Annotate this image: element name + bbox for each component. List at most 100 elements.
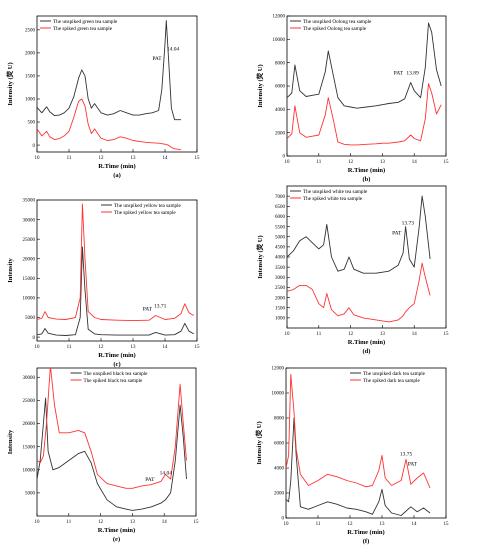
x-axis-title: R.Time (min)	[348, 339, 385, 346]
peak-annotation: 14.04	[167, 47, 180, 53]
series-line-2	[287, 83, 442, 146]
y-tick-label: 35000	[23, 199, 36, 204]
x-tick-label: 12	[348, 522, 354, 527]
series-line-2	[37, 203, 195, 322]
legend-entry: The unspiked black tea sample	[84, 371, 149, 377]
series-line-2	[286, 373, 431, 489]
x-tick-label: 12	[99, 156, 105, 161]
y-tick-label: 12000	[272, 367, 285, 372]
y-tick-label: 20000	[23, 257, 36, 262]
legend-entry: The spiked green tea sample	[53, 26, 113, 32]
x-tick-label: 14	[163, 345, 169, 350]
y-tick-label: 8000	[274, 417, 285, 422]
y-tick-label: 5000	[275, 235, 286, 240]
x-tick-label: 13	[131, 156, 137, 161]
series-line-1	[287, 195, 431, 274]
legend-entry: The spiked yellow tea sample	[114, 210, 176, 216]
y-tick-label: 3000	[275, 276, 286, 281]
y-tick-label: 2000	[274, 492, 285, 497]
series-line-2	[37, 98, 182, 151]
y-tick-label: 20000	[23, 422, 36, 427]
x-tick-label: 10	[285, 160, 291, 165]
y-tick-label: 10000	[23, 468, 36, 473]
plot-frame	[286, 185, 447, 329]
series-line-1	[287, 22, 442, 109]
x-axis-title: R.Time (min)	[348, 167, 385, 174]
x-tick-label: 12	[98, 520, 104, 525]
chart-panel-5: 10 11 12 13 14 15 5000 10000 15000 20000 25000 3000…	[7, 367, 200, 543]
x-tick-label: 11	[316, 522, 321, 527]
x-tick-label: 15	[444, 332, 450, 337]
peak-annotation: PAT	[392, 231, 402, 237]
x-tick-label: 15	[194, 520, 200, 525]
x-tick-label: 14	[162, 520, 168, 525]
y-tick-label: 0	[33, 336, 36, 341]
chart-panel-1: 10 11 12 13 14 15 0 500 1000 1500 2000 2500 R.Time (…	[5, 15, 200, 179]
panel-label: (a)	[113, 172, 121, 179]
x-tick-label: 13	[380, 522, 386, 527]
legend-entry: The spiked white tea sample	[303, 196, 363, 202]
y-tick-label: 12000	[273, 15, 286, 20]
x-axis-title: R.Time (min)	[98, 527, 135, 534]
y-tick-label: 2500	[25, 29, 36, 34]
x-tick-label: 10	[35, 156, 41, 161]
y-tick-label: 4500	[275, 246, 286, 251]
plot-frame	[285, 367, 447, 519]
x-tick-label: 13	[131, 345, 137, 350]
y-tick-label: 7000	[275, 195, 286, 200]
y-tick-label: 1500	[25, 75, 36, 80]
y-tick-label: 0	[33, 144, 36, 149]
y-tick-label: 5000	[25, 316, 36, 321]
y-tick-label: 5000	[25, 492, 36, 497]
y-tick-label: 10000	[272, 392, 285, 397]
series-line-1	[37, 20, 181, 121]
y-axis-title: Intensity (荧 U)	[255, 235, 264, 278]
x-axis-title: R.Time (min)	[98, 352, 135, 359]
x-tick-label: 11	[316, 332, 321, 337]
y-tick-label: 0	[283, 155, 286, 160]
series-line-2	[37, 368, 187, 489]
y-tick-label: 1000	[25, 98, 36, 103]
peak-annotation: 13.75	[400, 452, 413, 458]
x-tick-label: 15	[195, 345, 201, 350]
panel-label: (d)	[363, 348, 371, 355]
y-axis-title: Intensity	[7, 429, 14, 454]
legend-entry: The spiked black tea sample	[84, 378, 143, 384]
x-tick-label: 12	[348, 332, 354, 337]
y-tick-label: 4000	[275, 256, 286, 261]
series-line-2	[287, 262, 431, 323]
x-tick-label: 14	[412, 160, 418, 165]
legend-entry: The spiked Oolong tea sample	[303, 26, 367, 32]
y-tick-label: 1000	[275, 317, 286, 322]
x-tick-label: 14	[412, 332, 418, 337]
y-tick-label: 2000	[275, 296, 286, 301]
chart-panel-6: 10 11 12 13 14 15 0 2000 4000 6000 8000 10000 12000 R…	[254, 367, 449, 545]
x-tick-label: 10	[35, 345, 41, 350]
x-axis-title: R.Time (min)	[347, 529, 384, 536]
y-tick-label: 25000	[23, 238, 36, 243]
peak-annotation: 13.89	[406, 70, 419, 76]
y-tick-label: 15000	[23, 277, 36, 282]
x-tick-label: 11	[316, 160, 321, 165]
panel-label: (f)	[363, 538, 370, 545]
peak-annotation: PAT	[408, 462, 418, 468]
y-axis-title: Intensity (荧 U)	[254, 421, 263, 464]
legend-entry: The spiked dark tea sample	[363, 378, 420, 384]
x-tick-label: 10	[35, 520, 41, 525]
chart-panel-2: 10 11 12 13 14 15 0 2000 4000 6000 8000 10000 12000 R…	[255, 15, 449, 183]
y-tick-label: 30000	[23, 218, 36, 223]
series-line-1	[37, 246, 195, 336]
peak-annotation: 14.04	[160, 470, 173, 476]
panel-label: (e)	[113, 536, 120, 543]
x-tick-label: 12	[99, 345, 105, 350]
y-tick-label: 5500	[275, 225, 286, 230]
legend-entry: The unspiked yellow tea sample	[114, 203, 182, 209]
y-tick-label: 3500	[275, 266, 286, 271]
x-tick-label: 10	[284, 522, 290, 527]
x-tick-label: 15	[444, 522, 450, 527]
plot-frame	[36, 367, 197, 517]
